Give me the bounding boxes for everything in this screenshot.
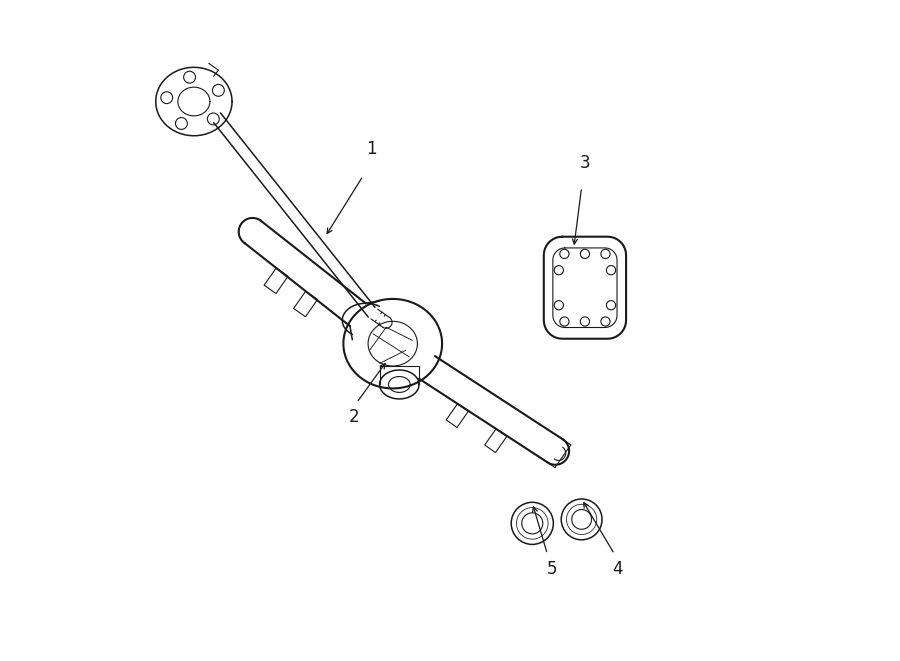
Circle shape <box>562 499 602 540</box>
Circle shape <box>511 502 554 545</box>
Text: 1: 1 <box>365 141 376 159</box>
Circle shape <box>522 513 543 534</box>
Text: 2: 2 <box>349 408 360 426</box>
Text: 3: 3 <box>580 153 590 172</box>
Text: 5: 5 <box>547 560 557 578</box>
Text: 4: 4 <box>613 560 623 578</box>
Circle shape <box>572 510 591 529</box>
